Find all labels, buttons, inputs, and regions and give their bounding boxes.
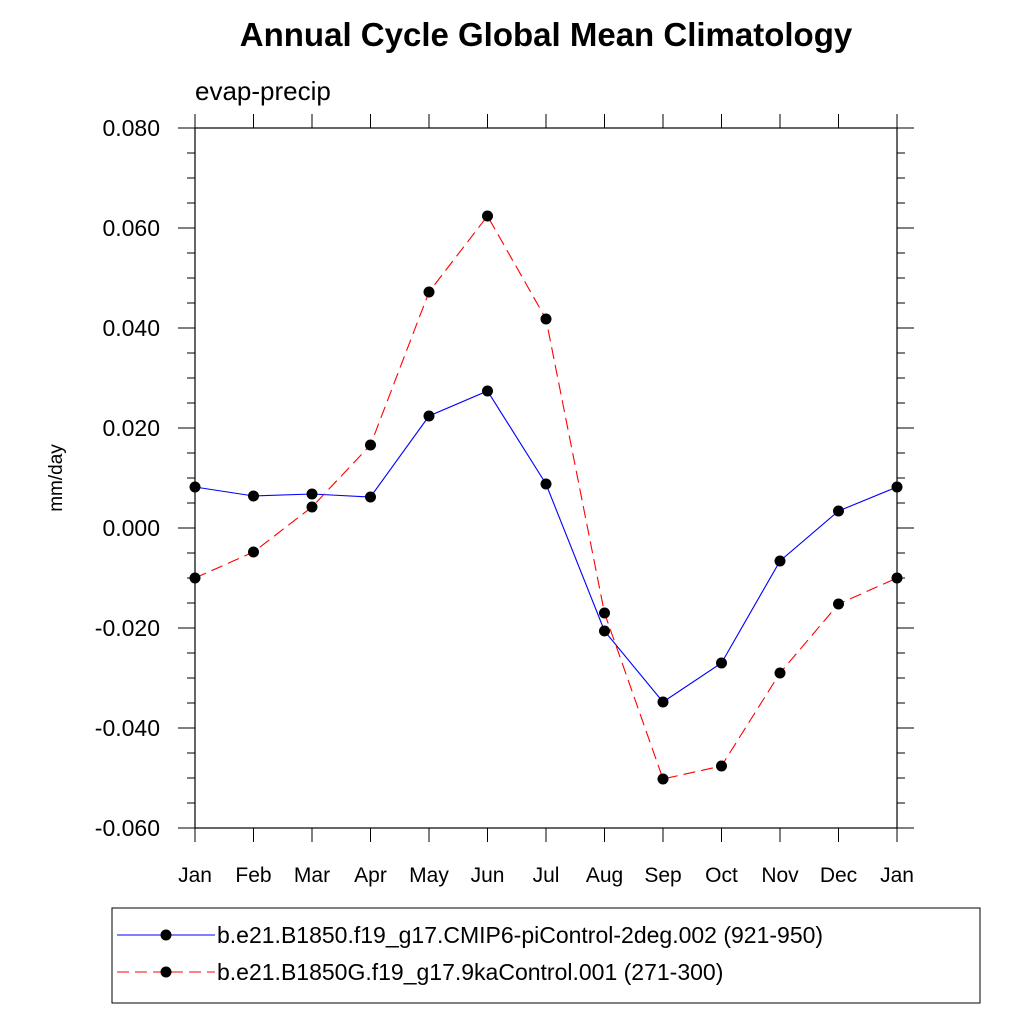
y-tick-label: 0.040 — [102, 315, 160, 341]
x-tick-label: Aug — [586, 864, 623, 887]
data-point — [189, 572, 201, 584]
data-point — [540, 313, 552, 325]
x-tick-label: Apr — [354, 864, 387, 887]
data-point — [716, 760, 727, 772]
y-tick-label: 0.000 — [102, 515, 160, 541]
x-tick-label: Nov — [761, 864, 799, 887]
data-point — [774, 555, 786, 567]
plot-frame — [194, 127, 898, 829]
data-point — [774, 667, 786, 679]
data-point — [306, 488, 318, 500]
data-point — [423, 410, 435, 422]
series-line-1 — [194, 390, 898, 703]
data-point — [540, 478, 552, 490]
x-tick-label: Feb — [235, 864, 271, 887]
data-point — [248, 546, 259, 558]
y-tick-label: -0.020 — [95, 615, 160, 641]
x-tick-label: Sep — [644, 864, 681, 887]
x-tick-label: Dec — [820, 864, 857, 887]
data-point — [599, 607, 610, 619]
x-tick-label: Jan — [880, 864, 914, 887]
data-point — [306, 501, 318, 513]
x-tick-label: Oct — [705, 864, 738, 887]
x-tick-label: Jan — [178, 864, 212, 887]
y-tick-label: -0.060 — [95, 815, 160, 841]
data-point — [365, 439, 376, 451]
data-point — [423, 286, 435, 298]
data-point — [657, 696, 669, 708]
y-tick-label: -0.040 — [95, 715, 160, 741]
data-point — [891, 481, 903, 493]
legend-label: b.e21.B1850.f19_g17.CMIP6-piControl-2deg… — [217, 922, 823, 948]
chart-title: Annual Cycle Global Mean Climatology — [240, 16, 853, 53]
data-point — [833, 505, 844, 517]
series-line-2 — [194, 215, 898, 780]
data-point — [365, 491, 376, 503]
y-tick-label: 0.080 — [102, 115, 160, 141]
legend-marker — [160, 966, 172, 978]
y-axis-label: mm/day — [46, 444, 67, 512]
x-tick-label: Jun — [471, 864, 505, 887]
x-tick-label: Mar — [294, 864, 330, 887]
data-point — [482, 385, 493, 397]
data-point — [482, 210, 493, 222]
y-tick-label: 0.020 — [102, 415, 160, 441]
data-point — [891, 572, 903, 584]
x-tick-label: May — [409, 864, 449, 887]
legend-marker — [160, 929, 172, 941]
data-point — [248, 490, 259, 502]
data-point — [657, 773, 669, 785]
data-point — [833, 598, 844, 610]
legend — [111, 907, 981, 1004]
legend-label: b.e21.B1850G.f19_g17.9kaControl.001 (271… — [217, 959, 723, 985]
data-point — [189, 481, 201, 493]
data-point — [716, 657, 727, 669]
y-tick-label: 0.060 — [102, 215, 160, 241]
data-point — [599, 625, 610, 637]
chart-subtitle: evap-precip — [195, 76, 331, 106]
x-tick-label: Jul — [533, 864, 560, 887]
